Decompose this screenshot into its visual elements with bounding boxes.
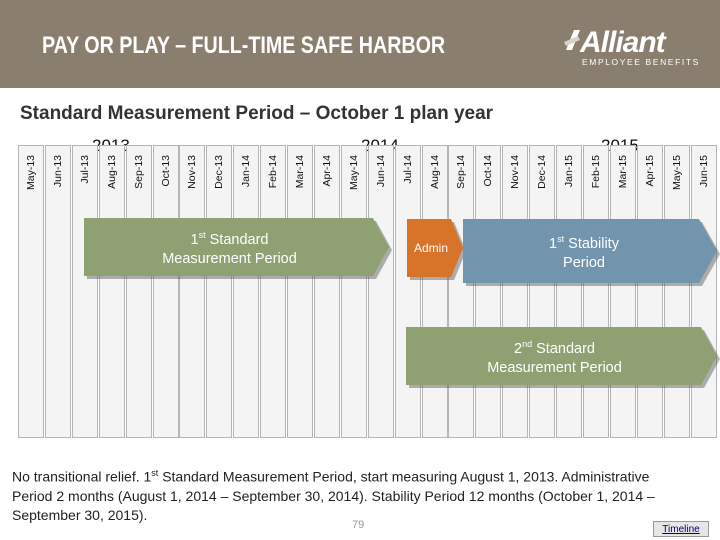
month-label: May-15 (670, 155, 683, 191)
logo-tagline: EMPLOYEE BENEFITS (582, 57, 700, 67)
month-column (98, 145, 125, 438)
smp2-ordinal: 2 (514, 340, 523, 357)
month-column (556, 145, 582, 438)
month-label: Sep-13 (132, 155, 145, 189)
month-label: May-13 (25, 155, 37, 191)
footnote-text: No transitional relief. 1st Standard Mea… (12, 464, 672, 525)
month-column (287, 145, 313, 438)
month-label: Nov-13 (186, 155, 199, 189)
month-column (71, 145, 98, 438)
month-label: Feb-15 (589, 155, 602, 189)
month-label: Oct-14 (482, 155, 495, 187)
month-grid: May-13 Jun-13 Jul-13 Aug-13 Sep-13 Oct-13 Nov-… (18, 145, 717, 445)
month-label: Jun-14 (374, 155, 387, 188)
alliant-logo: Alliant EMPLOYEE BENEFITS (560, 26, 698, 70)
smp1-ordinal: 1 (190, 231, 199, 248)
stability-label-line2: Period (563, 255, 605, 272)
first-standard-measurement-period-bar: 1st Standard Measurement Period (84, 218, 389, 276)
smp1-ordinal-suffix: st (198, 229, 206, 240)
month-label: Jun-13 (51, 155, 64, 188)
month-label: Mar-15 (616, 155, 629, 189)
month-column (340, 145, 367, 438)
month-label: Feb-14 (267, 155, 280, 189)
first-stability-period-bar: 1st Stability Period (463, 219, 717, 283)
month-label: Jul-14 (401, 155, 414, 184)
month-column (394, 145, 421, 438)
month-column (690, 145, 717, 438)
header-bar: PAY OR PLAY – FULL-TIME SAFE HARBOR Alli… (0, 0, 720, 88)
note-part2: Standard Measurement Period, start measu… (12, 468, 655, 523)
month-label: Apr-15 (643, 155, 656, 187)
month-column (260, 145, 287, 438)
month-column (448, 145, 475, 438)
month-label: Aug-14 (428, 155, 441, 189)
slide-subtitle: Standard Measurement Period – October 1 … (20, 103, 494, 124)
logo-wordmark: Alliant (580, 26, 666, 59)
month-column (206, 145, 233, 438)
month-label: Dec-14 (536, 155, 549, 189)
page-title: PAY OR PLAY – FULL-TIME SAFE HARBOR (42, 32, 446, 59)
admin-label: Admin (413, 241, 448, 255)
page-number: 79 (352, 519, 365, 531)
month-label: Nov-14 (509, 155, 522, 189)
smp2-ordinal-suffix: nd (522, 338, 533, 349)
month-column (152, 145, 179, 438)
month-column (582, 145, 609, 438)
month-label: Sep-14 (455, 155, 468, 189)
month-column (502, 145, 529, 438)
month-column (44, 145, 71, 438)
month-column (125, 145, 152, 438)
month-column (636, 145, 663, 438)
month-column (609, 145, 636, 438)
month-column (179, 145, 206, 438)
month-label: Apr-14 (320, 155, 333, 187)
month-column (529, 145, 556, 438)
second-standard-measurement-period-bar: 2nd Standard Measurement Period (406, 327, 717, 385)
alliant-mark-icon (564, 30, 580, 50)
month-column (421, 145, 448, 438)
smp1-label: Standard (205, 231, 269, 248)
month-label: Mar-14 (294, 155, 306, 189)
smp2-label-line2: Measurement Period (487, 360, 622, 377)
month-column (313, 145, 340, 438)
month-column (475, 145, 502, 438)
month-label: Dec-13 (213, 155, 226, 189)
stability-label: Stability (564, 235, 619, 252)
month-label: Oct-13 (159, 155, 172, 187)
month-column (663, 145, 690, 438)
month-column (233, 145, 260, 438)
month-label: Jul-13 (78, 155, 91, 184)
admin-period-bar: Admin (407, 219, 463, 277)
month-label: Jan-15 (563, 155, 575, 188)
note-part1: No transitional relief. 1 (12, 468, 152, 485)
smp2-label: Standard (532, 340, 595, 357)
month-column (18, 145, 44, 438)
month-label: May-14 (347, 155, 360, 191)
smp1-label-line2: Measurement Period (162, 251, 297, 268)
month-column (367, 145, 394, 438)
stability-ordinal-suffix: st (557, 233, 565, 244)
stability-ordinal: 1 (549, 235, 558, 252)
month-label: Aug-13 (105, 155, 118, 189)
note-superscript: st (151, 468, 159, 478)
month-label: Jun-15 (697, 155, 710, 188)
month-label: Jan-14 (240, 155, 253, 188)
timeline-link-button[interactable]: Timeline (653, 521, 709, 537)
